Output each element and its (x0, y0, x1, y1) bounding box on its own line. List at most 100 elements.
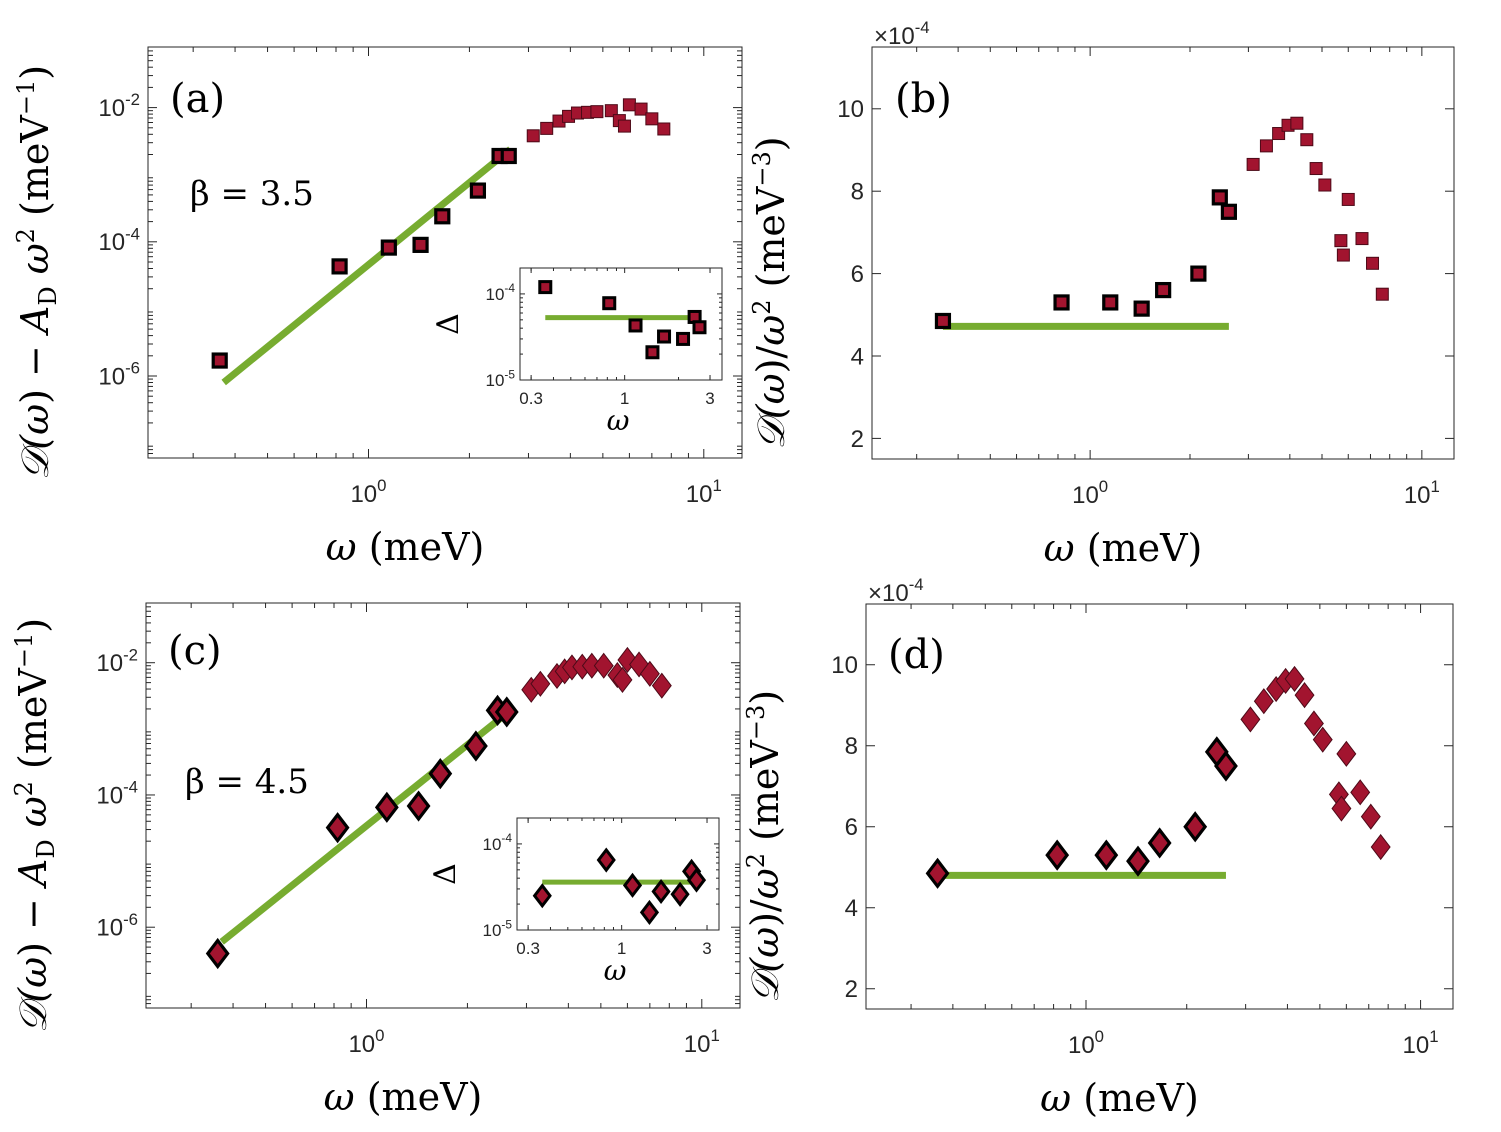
data-point (434, 208, 451, 225)
data-point (925, 857, 950, 889)
y-axis-label: 𝒟(ω)/ω2 (meV−3) (742, 690, 787, 1003)
data-point (331, 258, 348, 275)
x-tick-label: 100 (348, 1026, 384, 1058)
inset-data-point (692, 320, 707, 335)
x-tick-label: 101 (684, 1026, 720, 1058)
data-point (1147, 827, 1172, 859)
data-point (1214, 750, 1238, 782)
inset-y-label: Δ (428, 863, 463, 885)
inset-data-point (686, 867, 707, 893)
y-tick-label: 10-5 (483, 917, 513, 940)
data-point (651, 672, 672, 699)
data-point (1341, 192, 1355, 206)
fit-line (219, 709, 511, 945)
data-point (205, 937, 230, 970)
y-tick-label: 10 (837, 96, 864, 123)
data-point (211, 352, 228, 369)
y-tick-label: 2 (845, 976, 858, 1003)
beta-annotation: β = 3.5 (190, 174, 314, 214)
inset-data-point (676, 331, 691, 346)
data-point (1312, 726, 1333, 753)
y-tick-label: 8 (851, 179, 864, 206)
data-point (1360, 803, 1381, 830)
x-axis-label: ω (meV) (324, 1075, 483, 1119)
data-point (622, 98, 636, 112)
axes-frame (516, 817, 720, 931)
data-point (1246, 157, 1260, 171)
data-point (540, 121, 554, 135)
x-tick-label: 100 (1072, 477, 1108, 509)
x-axis-label: ω (meV) (1040, 1076, 1199, 1120)
beta-annotation: β = 4.5 (185, 762, 309, 802)
panel-label: (c) (168, 628, 222, 674)
y-scale-factor: ×10-4 (868, 575, 924, 607)
inset-y-label: Δ (431, 313, 466, 335)
inset-data-point (538, 280, 553, 295)
x-tick-label: 101 (686, 476, 722, 508)
data-point (657, 122, 671, 136)
y-tick-label: 10-4 (98, 224, 140, 256)
y-scale-factor: ×10-4 (874, 18, 930, 50)
data-point (374, 791, 399, 823)
y-tick-label: 10-4 (96, 778, 138, 810)
inset-data-point (651, 878, 671, 905)
data-point (639, 660, 660, 687)
y-tick-label: 6 (851, 261, 864, 288)
data-point (530, 670, 551, 697)
data-point (1126, 845, 1150, 877)
x-axis-label: ω (meV) (1044, 526, 1203, 570)
data-point (380, 239, 397, 256)
x-axis-label: ω (meV) (326, 525, 485, 569)
data-point (1355, 232, 1369, 246)
inset-data-point (532, 883, 552, 909)
x-tick-label: 100 (1068, 1027, 1104, 1059)
data-point (1284, 665, 1305, 692)
axes-frame (147, 46, 743, 459)
panel-d: 100 101 2 4 6 8 10 (d) ×10-4 ω (meV) 𝒟(ω)/ω2 (meV−… (742, 575, 1454, 1120)
axes-frame (519, 267, 723, 381)
data-point (463, 730, 488, 762)
x-tick-label: 101 (1404, 477, 1440, 509)
data-point (406, 790, 431, 822)
y-tick-label: 2 (851, 426, 864, 453)
inset-c: 0.3 1 3 10-5 10-4 ω Δ (428, 817, 720, 987)
y-tick-label: 10-2 (96, 645, 138, 677)
data-point (325, 812, 350, 844)
x-tick-label: 1 (617, 939, 626, 958)
data-point (1183, 811, 1208, 843)
data-point (604, 104, 618, 118)
data-point (1253, 688, 1274, 715)
panel-a: 100 101 10-6 10-4 10-2 (a) β = 3.5 ω (meV) 𝒟(ω) … (12, 46, 743, 569)
x-tick-label: 0.3 (519, 389, 543, 408)
x-tick-label: 100 (350, 476, 386, 508)
y-tick-label: 10 (831, 652, 858, 679)
x-tick-label: 1 (620, 389, 629, 408)
data-point (526, 129, 540, 143)
x-tick-label: 101 (1403, 1027, 1439, 1059)
data-point (934, 312, 952, 330)
data-point (612, 666, 633, 693)
data-point (1155, 281, 1172, 299)
data-point (590, 105, 604, 119)
y-axis-label: 𝒟(ω) − AD ω2 (meV−1) (12, 65, 62, 480)
inset-data-point (657, 329, 672, 344)
data-point (593, 652, 614, 679)
inset-data-point (670, 881, 690, 907)
data-point (634, 102, 648, 116)
data-point (469, 182, 487, 199)
data-point (645, 112, 659, 126)
y-tick-label: 4 (851, 343, 864, 370)
data-point (1318, 178, 1332, 192)
panel-c: 100 101 10-6 10-4 10-2 (c) β = 4.5 ω (meV) 𝒟(ω) … (10, 602, 741, 1119)
data-point (1053, 294, 1070, 311)
panel-b: 100 101 2 4 6 8 10 (b) ×10-4 ω (meV) 𝒟(ω)/ω2 (meV−… (748, 18, 1455, 570)
data-point (1375, 287, 1389, 301)
data-point (1350, 779, 1371, 806)
data-point (1336, 248, 1350, 262)
x-tick-label: 3 (705, 389, 714, 408)
y-tick-label: 10-5 (486, 367, 516, 390)
y-axis-label: 𝒟(ω) − AD ω2 (meV−1) (10, 618, 60, 1033)
y-tick-label: 10-4 (483, 831, 513, 854)
y-tick-label: 6 (845, 814, 858, 841)
